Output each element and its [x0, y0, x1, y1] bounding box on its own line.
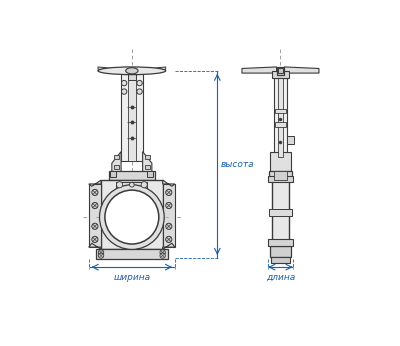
Bar: [274, 78, 287, 157]
Circle shape: [137, 80, 142, 86]
Text: ширина: ширина: [113, 273, 150, 282]
Circle shape: [92, 236, 98, 243]
Polygon shape: [163, 243, 175, 249]
Polygon shape: [242, 67, 277, 73]
Bar: [145, 155, 150, 159]
Bar: [147, 171, 154, 177]
Bar: [275, 122, 286, 127]
Circle shape: [166, 223, 172, 229]
Circle shape: [92, 202, 98, 209]
Polygon shape: [163, 180, 175, 186]
Circle shape: [92, 223, 98, 229]
Text: высота: высота: [220, 160, 254, 169]
Bar: [116, 182, 147, 195]
Bar: [268, 239, 293, 246]
Bar: [128, 74, 136, 80]
Bar: [114, 155, 119, 159]
Polygon shape: [136, 67, 166, 74]
Bar: [272, 180, 289, 246]
Bar: [145, 165, 150, 169]
Bar: [96, 249, 168, 259]
Bar: [269, 209, 292, 216]
Bar: [128, 74, 136, 161]
Polygon shape: [89, 243, 101, 249]
Ellipse shape: [98, 67, 166, 75]
Bar: [89, 184, 101, 247]
Bar: [163, 184, 175, 247]
Circle shape: [122, 89, 127, 94]
Bar: [272, 71, 289, 79]
Bar: [109, 171, 155, 180]
Bar: [269, 171, 292, 180]
Bar: [278, 78, 283, 157]
Circle shape: [160, 253, 165, 258]
Bar: [278, 69, 283, 73]
Circle shape: [92, 189, 98, 195]
Ellipse shape: [126, 68, 138, 74]
Polygon shape: [89, 180, 101, 186]
Circle shape: [130, 182, 134, 187]
Circle shape: [105, 190, 159, 244]
Bar: [110, 171, 116, 177]
Bar: [268, 176, 293, 182]
Bar: [270, 246, 291, 257]
Polygon shape: [116, 195, 147, 202]
Bar: [270, 152, 291, 171]
Circle shape: [116, 182, 123, 188]
Bar: [274, 171, 287, 180]
Circle shape: [141, 182, 147, 188]
Circle shape: [100, 185, 164, 249]
Bar: [121, 74, 143, 161]
Bar: [114, 165, 119, 169]
Circle shape: [137, 89, 142, 94]
Circle shape: [122, 80, 127, 86]
Bar: [101, 180, 163, 249]
Circle shape: [166, 202, 172, 209]
Polygon shape: [112, 152, 121, 172]
Text: длина: длина: [266, 273, 295, 282]
Bar: [277, 67, 284, 75]
Polygon shape: [143, 152, 152, 172]
Polygon shape: [284, 67, 319, 73]
Polygon shape: [98, 67, 127, 74]
Circle shape: [166, 236, 172, 243]
Bar: [287, 136, 294, 144]
Circle shape: [98, 250, 104, 255]
Bar: [271, 257, 290, 263]
Bar: [275, 109, 286, 113]
Circle shape: [166, 189, 172, 195]
Circle shape: [160, 250, 165, 255]
Circle shape: [98, 253, 104, 258]
